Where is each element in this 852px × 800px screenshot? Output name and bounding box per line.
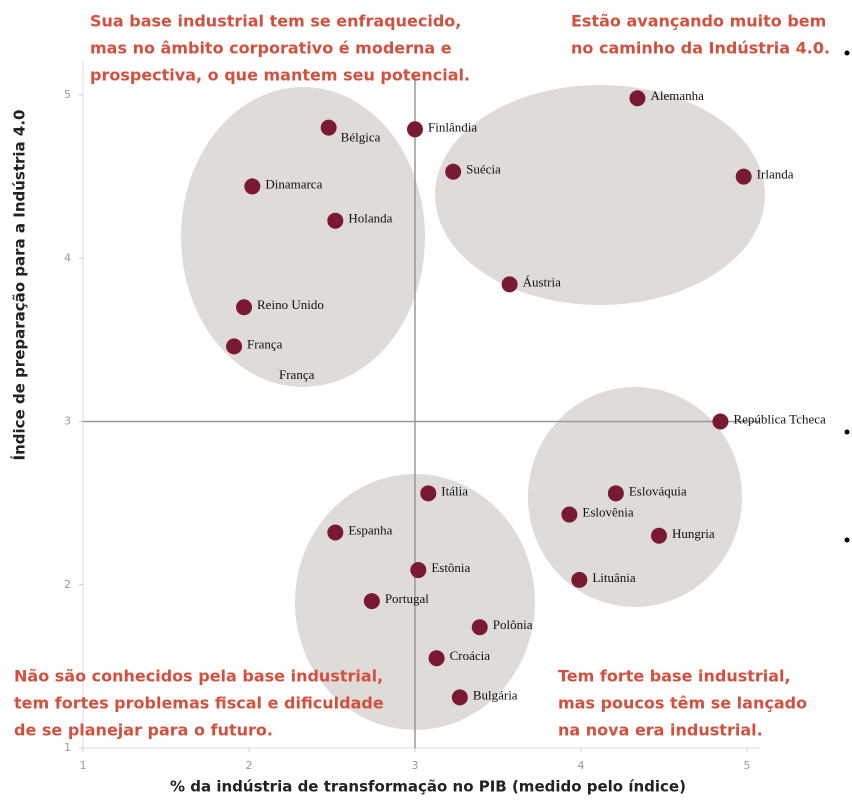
point (420, 485, 437, 502)
point (735, 168, 752, 185)
point-label: Espanha (348, 522, 392, 537)
point-label: Holanda (348, 211, 392, 226)
group-ellipse (435, 85, 765, 305)
x-axis-label: % da indústria de transformação no PIB (… (170, 778, 686, 796)
point (327, 524, 344, 541)
point-label: Áustria (523, 274, 562, 289)
point-label: Croácia (450, 648, 491, 663)
quadrant-annotation: Estão avançando muito bem (571, 12, 826, 31)
point (571, 571, 588, 588)
point-label: França (247, 336, 283, 351)
quadrant-annotation: Não são conhecidos pela base industrial, (14, 667, 383, 686)
point-label: Eslováquia (629, 483, 687, 498)
point (651, 527, 668, 544)
point (407, 121, 423, 138)
point-label: Portugal (385, 591, 429, 606)
x-tick-label: 2 (246, 759, 253, 772)
point (607, 485, 624, 502)
bullet (844, 429, 850, 435)
point (320, 119, 337, 136)
point-label: Lituânia (592, 570, 636, 585)
point-label: Suécia (466, 162, 501, 177)
x-tick-label: 5 (744, 759, 751, 772)
quadrant-annotation: no caminho da Indústria 4.0. (571, 39, 830, 58)
point (451, 689, 468, 706)
point (410, 562, 427, 579)
quadrant-annotation: prospectiva, o que mantem seu potencial. (90, 66, 470, 85)
quadrant-annotation: Tem forte base industrial, (558, 667, 791, 686)
group-ellipse (528, 387, 742, 607)
point-label: Bélgica (341, 130, 381, 145)
point-label: Itália (441, 483, 468, 498)
y-axis-label: Índice de preparação para a Indústria 4.… (10, 110, 29, 461)
quadrant-annotation: na nova era industrial. (558, 721, 763, 740)
y-tick-label: 4 (64, 251, 71, 264)
quadrant-annotation: mas poucos têm se lançado (558, 694, 807, 713)
point (363, 593, 380, 610)
quadrant-annotation: de se planejar para o futuro. (14, 721, 273, 740)
point (327, 212, 344, 229)
point-label: Hungria (672, 526, 715, 541)
bullet (844, 537, 850, 543)
point-label: Reino Unido (257, 297, 324, 312)
point (244, 178, 261, 195)
point-label: Polônia (493, 617, 533, 632)
point (712, 413, 729, 430)
point (428, 650, 445, 667)
point (471, 619, 488, 636)
point-label: Alemanha (650, 88, 704, 103)
y-tick-label: 1 (64, 741, 71, 754)
x-tick-label: 3 (412, 759, 419, 772)
point (445, 163, 462, 180)
y-tick-label: 3 (64, 415, 71, 428)
y-tick-label: 5 (64, 88, 71, 101)
group-ellipse (181, 87, 425, 387)
quadrant-annotation: mas no âmbito corporativo é moderna e (90, 39, 452, 58)
point (629, 90, 646, 107)
point-label: Bulgária (473, 687, 518, 702)
point-label: República Tcheca (733, 411, 826, 426)
point-label: Irlanda (757, 167, 794, 182)
quadrant-annotation: Sua base industrial tem se enfraquecido, (90, 12, 461, 31)
point-label: Dinamarca (265, 176, 322, 191)
x-tick-label: 4 (578, 759, 585, 772)
x-tick-label: 1 (80, 759, 87, 772)
point (226, 338, 243, 355)
point (236, 299, 253, 316)
bullet (844, 50, 850, 56)
quadrant-annotation: tem fortes problemas fiscal e dificuldad… (14, 694, 384, 713)
point (561, 506, 578, 523)
point-label: Estônia (431, 560, 470, 575)
point-label: Eslovênia (582, 505, 633, 520)
point (501, 276, 518, 293)
point-label: Finlândia (428, 119, 477, 134)
extra-label: França (279, 367, 315, 382)
y-tick-label: 2 (64, 578, 71, 591)
